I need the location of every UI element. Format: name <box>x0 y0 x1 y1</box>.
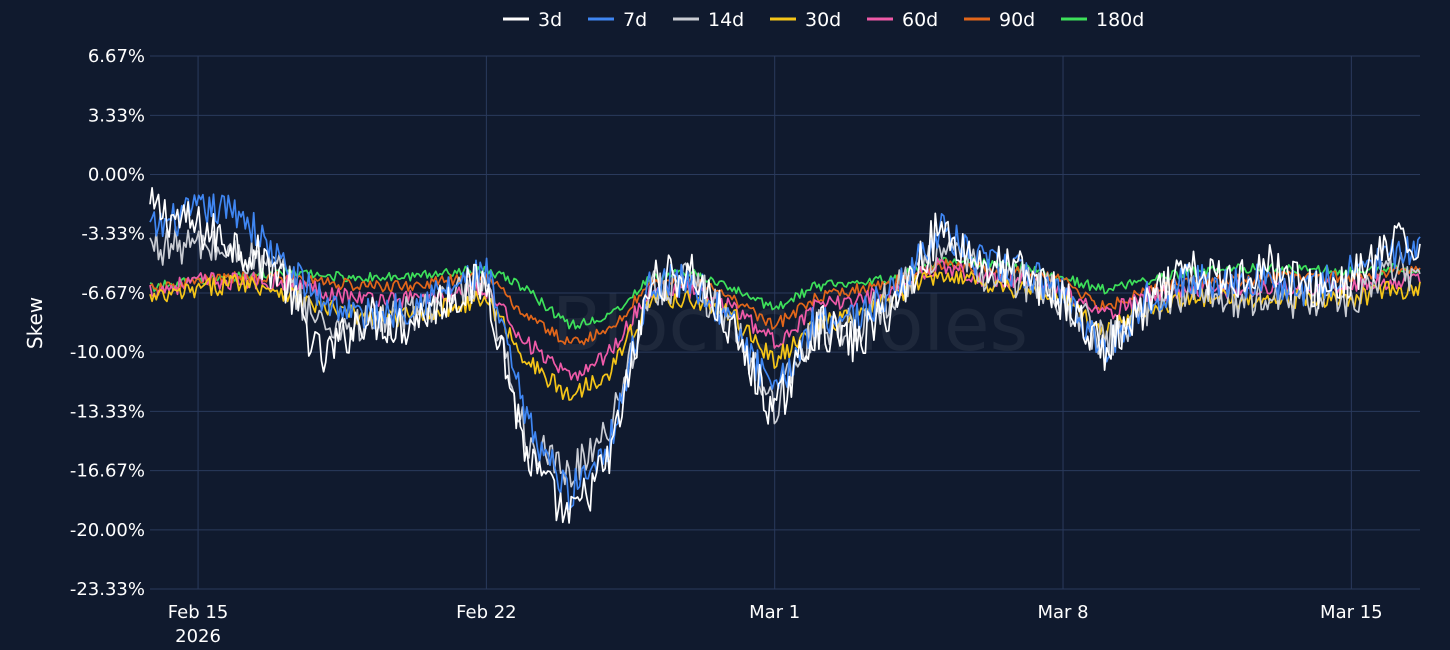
x-tick-label: Mar 8 <box>1037 602 1088 623</box>
x-tick-label: Mar 15 <box>1320 602 1383 623</box>
y-tick-label: -3.33% <box>81 224 145 245</box>
grid <box>150 55 1420 590</box>
x-tick-label: Mar 1 <box>749 602 800 623</box>
y-axis-ticks: 6.67% 3.33% 0.00% -3.33% -6.67% -10.00% -13.33… <box>70 46 145 600</box>
series-line-7d <box>149 193 1421 510</box>
series-line-3d <box>149 186 1421 524</box>
y-tick-label: -23.33% <box>70 579 145 600</box>
series-layer <box>149 186 1421 524</box>
x-tick-label: Feb 15 <box>168 602 229 623</box>
legend-label-14d[interactable]: 14d <box>708 9 744 31</box>
legend: 3d 7d 14d 30d 60d 90d 180d <box>503 9 1144 31</box>
y-tick-label: -10.00% <box>70 342 145 363</box>
legend-label-3d[interactable]: 3d <box>538 9 562 31</box>
y-tick-label: -6.67% <box>81 283 145 304</box>
y-axis-title: Skew <box>23 297 47 349</box>
y-tick-label: 3.33% <box>88 105 145 126</box>
legend-label-30d[interactable]: 30d <box>805 9 841 31</box>
legend-label-7d[interactable]: 7d <box>623 9 647 31</box>
y-tick-label: -20.00% <box>70 520 145 541</box>
legend-label-90d[interactable]: 90d <box>999 9 1035 31</box>
x-axis-ticks: Feb 15 2026 Feb 22 Mar 1 Mar 8 Mar 15 <box>168 602 1383 647</box>
series-line-180d <box>149 256 1421 330</box>
x-tick-label: Feb 22 <box>456 602 517 623</box>
y-tick-label: -16.67% <box>70 461 145 482</box>
y-tick-label: 0.00% <box>88 165 145 186</box>
legend-label-60d[interactable]: 60d <box>902 9 938 31</box>
y-tick-label: 6.67% <box>88 46 145 67</box>
x-tick-sublabel: 2026 <box>175 626 221 647</box>
legend-label-180d[interactable]: 180d <box>1096 9 1144 31</box>
y-tick-label: -13.33% <box>70 401 145 422</box>
